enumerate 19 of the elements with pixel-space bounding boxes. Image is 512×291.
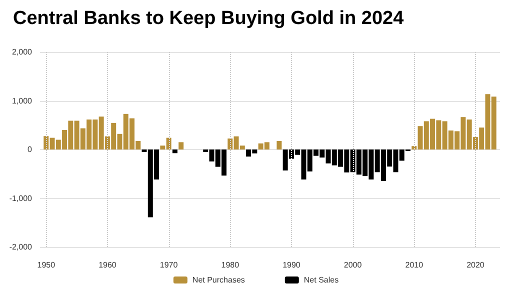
x-tick-label: 1980 xyxy=(221,260,240,270)
y-tick-label: 1,000 xyxy=(12,96,33,106)
x-tick-label: 1950 xyxy=(37,260,56,270)
x-tick-label: 1960 xyxy=(98,260,117,270)
x-tick-label: 2020 xyxy=(466,260,485,270)
bar xyxy=(276,140,282,150)
x-tick-label: 1990 xyxy=(282,260,301,270)
legend-label: Net Sales xyxy=(304,276,339,284)
y-tick-label: -2,000 xyxy=(9,242,33,252)
legend-label: Net Purchases xyxy=(192,276,245,284)
bar xyxy=(178,142,184,150)
x-tick-label: 2010 xyxy=(405,260,424,270)
x-tick-label: 1970 xyxy=(160,260,178,270)
x-tick-label: 2000 xyxy=(344,260,362,270)
y-tick-label: 2,000 xyxy=(12,48,33,56)
bar xyxy=(172,150,178,154)
chart-title: Central Banks to Keep Buying Gold in 2024 xyxy=(13,8,404,29)
y-tick-label: 0 xyxy=(28,145,33,154)
y-tick-label: -1,000 xyxy=(9,194,33,203)
